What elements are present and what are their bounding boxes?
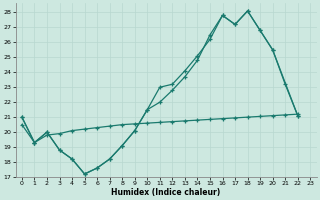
X-axis label: Humidex (Indice chaleur): Humidex (Indice chaleur) xyxy=(111,188,221,197)
